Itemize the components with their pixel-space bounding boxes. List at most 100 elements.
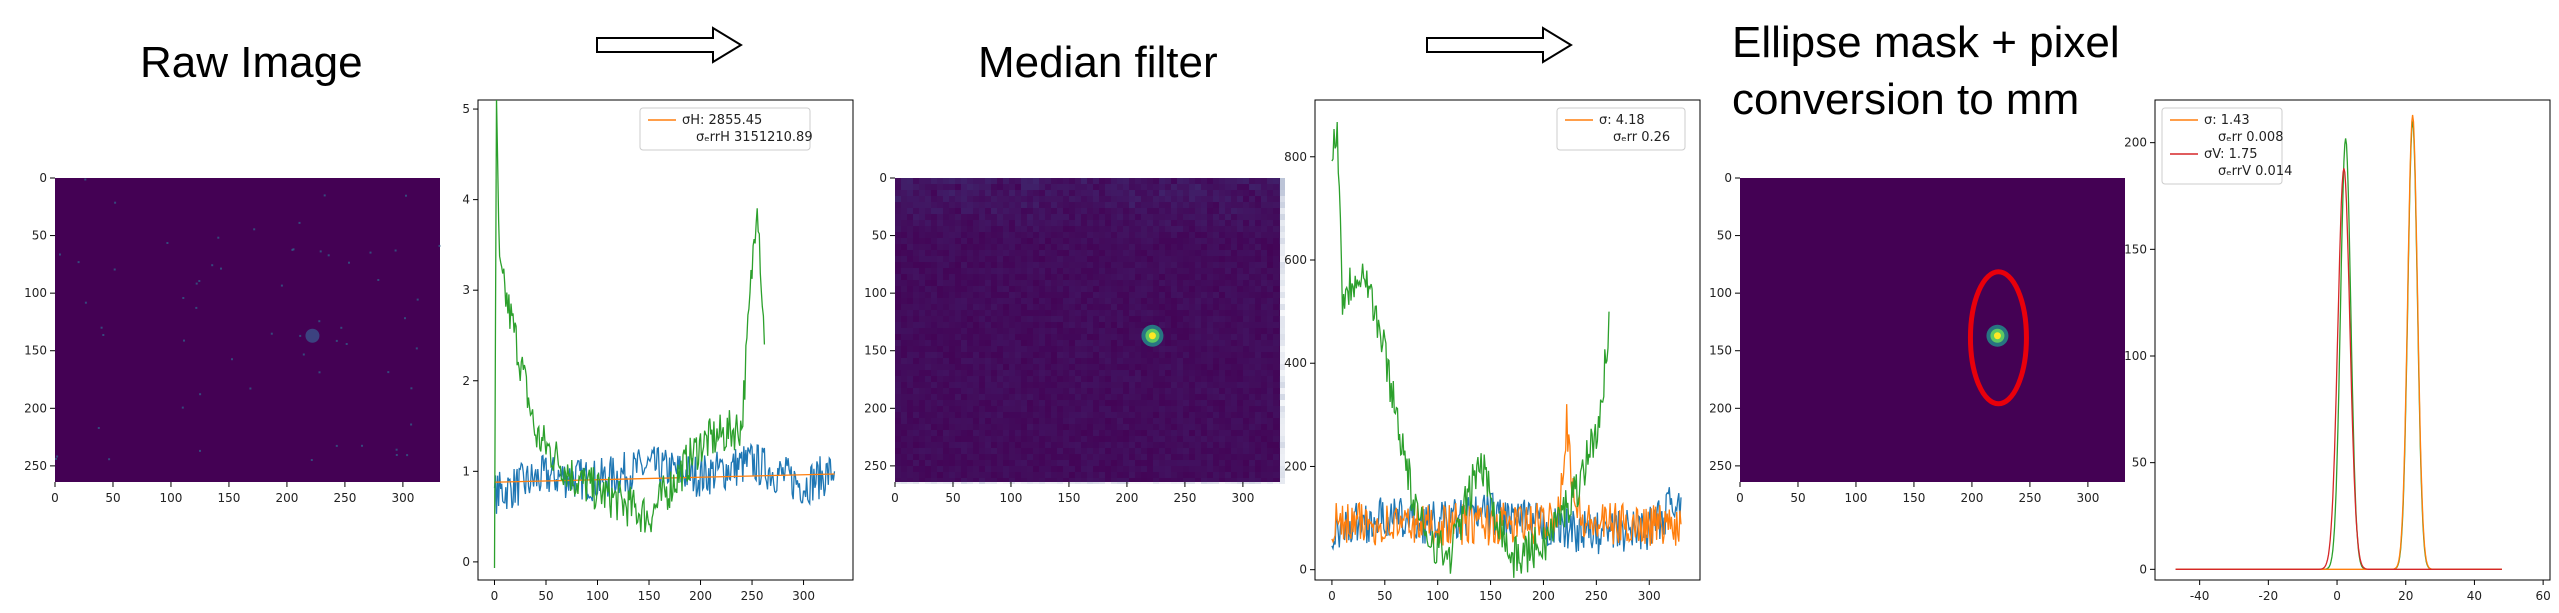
x-tick-label: 100	[1845, 491, 1868, 505]
y-tick-label: 2	[462, 374, 470, 388]
series-group	[493, 100, 836, 569]
x-tick-label: 50	[945, 491, 960, 505]
median-heatmap: 0 50 100 150 200 250 300 0 50 100 150 200 250	[840, 160, 1300, 520]
x-tick-label: 250	[1173, 491, 1196, 505]
y-tick-label: 150	[2124, 242, 2147, 256]
median-filter-title: Median filter	[978, 38, 1218, 87]
x-tick-label: 150	[217, 491, 240, 505]
x-tick-label: 150	[1479, 589, 1502, 603]
legend-label: σₑrrH 3151210.89	[696, 130, 813, 145]
series-line-1	[494, 473, 835, 483]
y-tick-label: 250	[864, 459, 887, 473]
legend-label: σₑrr 0.008	[2218, 130, 2283, 145]
x-tick-label: 100	[586, 589, 609, 603]
legend-label: σₑrrV 0.014	[2218, 164, 2292, 179]
x-tick-label: 300	[792, 589, 815, 603]
x-tick-label: 100	[1000, 491, 1023, 505]
ellipse-title-line-1: Ellipse mask + pixel	[1732, 18, 2120, 67]
ellipse-mask	[1967, 269, 2029, 407]
x-tick-label: 300	[1638, 589, 1661, 603]
y-tick-label: 50	[872, 229, 887, 243]
x-tick-label: 150	[638, 589, 661, 603]
right-arrow-icon	[1426, 26, 1573, 64]
y-tick-label: 600	[1284, 253, 1307, 267]
raw-profile-chart: 0 50 100 150 200 250 300 0 1 2 3 4 5 σH: 2855.45 σₑrrH…	[440, 90, 860, 610]
image-area	[55, 178, 440, 482]
raw-image-heatmap: 0 50 100 150 200 250 300 0 50 100 150 200 250	[0, 160, 460, 520]
x-tick-label: 200	[1960, 491, 1983, 505]
noise-specks	[55, 178, 441, 461]
series-group	[1331, 121, 1682, 578]
y-tick-label: 200	[1709, 401, 1732, 415]
y-tick-label: 200	[24, 401, 47, 415]
x-tick-label: 60	[2535, 589, 2550, 603]
y-tick-label: 800	[1284, 150, 1307, 164]
y-tick-label: 3	[462, 283, 470, 297]
x-tick-label: -20	[2259, 589, 2279, 603]
x-tick-label: 50	[1377, 589, 1392, 603]
x-tick-label: 0	[51, 491, 59, 505]
y-tick-label: 150	[1709, 344, 1732, 358]
legend-box	[1556, 107, 1686, 151]
plot-frame	[477, 99, 854, 581]
raw-image-title: Raw Image	[140, 38, 363, 87]
x-tick-label: 200	[1115, 491, 1138, 505]
x-tick-label: 250	[333, 491, 356, 505]
median-profile-chart: 0 50 100 150 200 250 300 0 200 400 600 800 σ: 4.18 σₑ…	[1265, 90, 1705, 610]
ellipse-title-line-2: conversion to mm	[1732, 75, 2080, 125]
y-tick-label: 0	[2139, 562, 2147, 576]
spot-faint	[305, 328, 320, 343]
y-tick-label: 100	[24, 286, 47, 300]
x-tick-label: 300	[1231, 491, 1254, 505]
x-tick-label: 200	[1532, 589, 1555, 603]
legend-label: σₑrr 0.26	[1613, 130, 1670, 145]
x-tick-label: 100	[160, 491, 183, 505]
y-tick-label: 0	[462, 555, 470, 569]
y-tick-label: 200	[864, 401, 887, 415]
x-tick-label: 150	[1902, 491, 1925, 505]
y-tick-label: 50	[32, 229, 47, 243]
ellipse-heatmap: 0 50 100 150 200 250 300 0 50 100 150 200 250	[1685, 160, 2145, 520]
spot-peak	[1993, 332, 2001, 340]
series-line-0	[493, 442, 836, 514]
legend: σH: 2855.45 σₑrrH 3151210.89	[639, 107, 813, 151]
y-tick-label: 5	[462, 102, 470, 116]
series-line-2	[493, 100, 766, 569]
y-tick-label: 200	[1284, 459, 1307, 473]
x-tick-label: 50	[1790, 491, 1805, 505]
y-tick-label: 100	[864, 286, 887, 300]
legend-box	[639, 107, 811, 151]
ellipse-mask-title: Ellipse mask + pixel conversion to mm	[1732, 14, 2120, 128]
y-tick-label: 150	[864, 344, 887, 358]
x-tick-label: 0	[1328, 589, 1336, 603]
y-tick-label: 50	[2132, 456, 2147, 470]
x-tick-label: 100	[1426, 589, 1449, 603]
legend-label: σH: 2855.45	[682, 113, 762, 128]
right-arrow-icon	[596, 26, 743, 64]
x-tick-label: 200	[689, 589, 712, 603]
x-tick-label: 20	[2398, 589, 2413, 603]
legend-label: σ: 4.18	[1599, 113, 1645, 128]
series-line-2	[1331, 121, 1610, 578]
y-tick-label: 150	[24, 344, 47, 358]
y-tick-label: 400	[1284, 356, 1307, 370]
x-tick-label: 250	[2018, 491, 2041, 505]
y-tick-label: 0	[1724, 171, 1732, 185]
y-tick-label: 200	[2124, 136, 2147, 150]
y-tick-label: 50	[1717, 229, 1732, 243]
x-tick-label: 50	[105, 491, 120, 505]
image-area	[1740, 178, 2125, 482]
x-tick-label: 0	[891, 491, 899, 505]
y-tick-label: 250	[24, 459, 47, 473]
x-tick-label: 50	[538, 589, 553, 603]
x-tick-label: 0	[2333, 589, 2341, 603]
x-tick-label: 300	[391, 491, 414, 505]
x-tick-label: 150	[1057, 491, 1080, 505]
legend-label: σ: 1.43	[2204, 113, 2250, 128]
y-tick-label: 4	[462, 193, 470, 207]
x-tick-label: 250	[741, 589, 764, 603]
x-tick-label: 0	[491, 589, 499, 603]
legend-box	[2161, 107, 2283, 185]
legend-label: σV: 1.75	[2204, 147, 2258, 162]
noise-texture	[895, 178, 1285, 484]
